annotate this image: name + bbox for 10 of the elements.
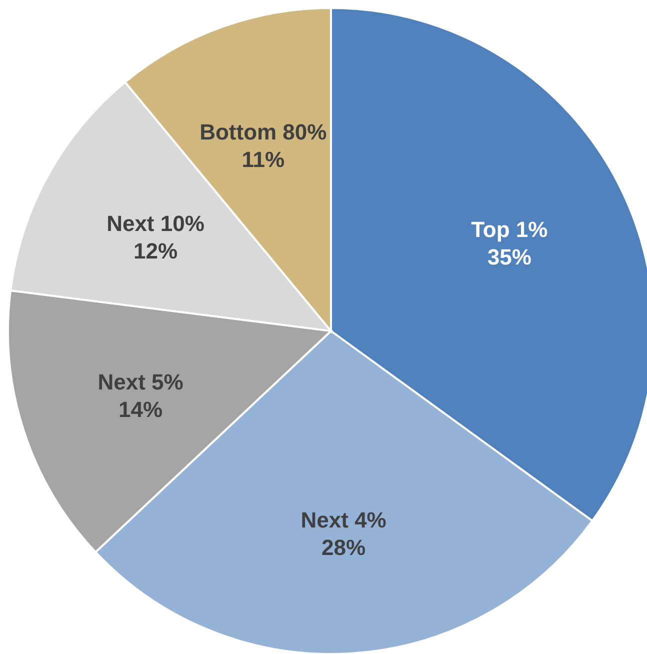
slice-label: Top 1% xyxy=(471,216,548,242)
slice-label: Next 5% xyxy=(98,370,184,395)
data-label: 12% xyxy=(133,238,178,264)
data-label: 28% xyxy=(322,535,366,560)
data-label: 11% xyxy=(242,146,285,172)
data-label: 14% xyxy=(118,397,163,422)
data-label: 35% xyxy=(487,244,532,270)
slice-label: Next 10% xyxy=(106,211,204,236)
slice-label: Next 4% xyxy=(300,508,386,533)
slice-label: Bottom 80% xyxy=(200,119,327,144)
